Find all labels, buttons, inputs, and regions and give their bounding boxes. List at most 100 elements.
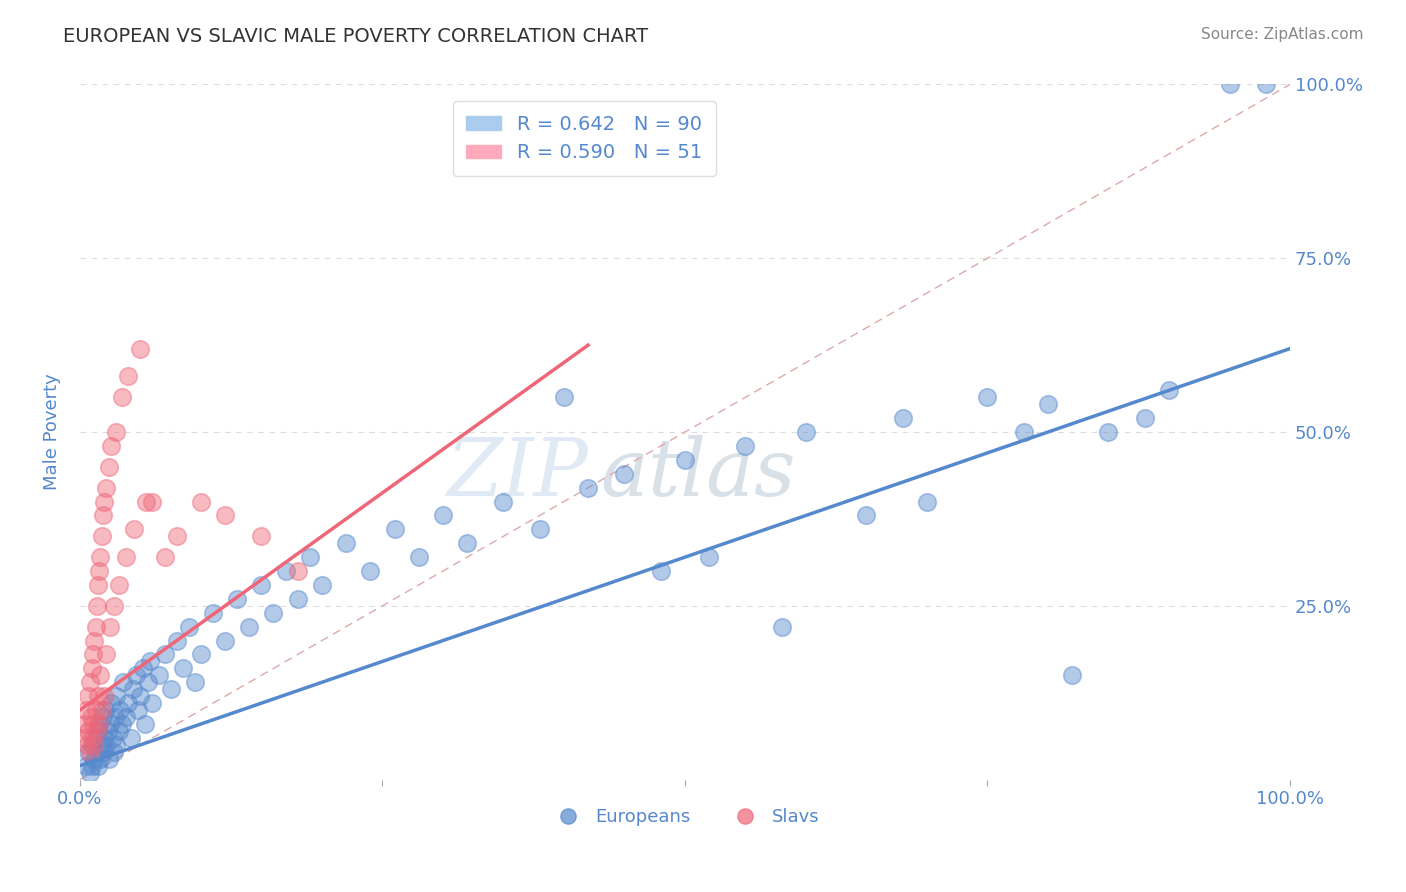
Point bbox=[80, 731, 103, 745]
Point bbox=[93, 745, 115, 759]
Point bbox=[75, 703, 97, 717]
Point bbox=[86, 745, 108, 759]
Point bbox=[139, 655, 162, 669]
Point bbox=[87, 689, 110, 703]
Point bbox=[104, 710, 127, 724]
Point bbox=[84, 620, 107, 634]
Point bbox=[82, 717, 104, 731]
Point bbox=[529, 522, 551, 536]
Point bbox=[89, 717, 111, 731]
Point bbox=[108, 703, 131, 717]
Legend: Europeans, Slavs: Europeans, Slavs bbox=[543, 801, 827, 833]
Point bbox=[83, 738, 105, 752]
Point bbox=[90, 529, 112, 543]
Point bbox=[456, 536, 478, 550]
Text: atlas: atlas bbox=[600, 435, 796, 513]
Point bbox=[697, 550, 720, 565]
Point bbox=[73, 717, 96, 731]
Point bbox=[214, 508, 236, 523]
Point bbox=[80, 710, 103, 724]
Point bbox=[673, 453, 696, 467]
Point bbox=[117, 369, 139, 384]
Point bbox=[97, 723, 120, 738]
Point bbox=[359, 564, 381, 578]
Point bbox=[96, 648, 118, 662]
Point bbox=[794, 425, 817, 439]
Point bbox=[83, 633, 105, 648]
Point bbox=[1062, 668, 1084, 682]
Point bbox=[915, 494, 938, 508]
Point bbox=[134, 717, 156, 731]
Point bbox=[148, 668, 170, 682]
Point bbox=[287, 564, 309, 578]
Point bbox=[86, 723, 108, 738]
Point bbox=[72, 731, 94, 745]
Point bbox=[734, 439, 756, 453]
Point bbox=[105, 425, 128, 439]
Point bbox=[80, 758, 103, 772]
Point bbox=[976, 390, 998, 404]
Point bbox=[97, 459, 120, 474]
Point bbox=[492, 494, 515, 508]
Point bbox=[89, 717, 111, 731]
Point bbox=[87, 723, 110, 738]
Point bbox=[83, 752, 105, 766]
Point bbox=[82, 648, 104, 662]
Point bbox=[891, 411, 914, 425]
Point bbox=[93, 731, 115, 745]
Point bbox=[107, 723, 129, 738]
Point bbox=[141, 494, 163, 508]
Point bbox=[80, 738, 103, 752]
Point bbox=[238, 620, 260, 634]
Point bbox=[650, 564, 672, 578]
Point bbox=[105, 738, 128, 752]
Point bbox=[89, 752, 111, 766]
Point bbox=[75, 758, 97, 772]
Point bbox=[98, 717, 121, 731]
Point bbox=[129, 689, 152, 703]
Point bbox=[94, 703, 117, 717]
Point bbox=[111, 390, 134, 404]
Point bbox=[190, 648, 212, 662]
Point bbox=[86, 599, 108, 613]
Point bbox=[87, 758, 110, 772]
Point bbox=[298, 550, 321, 565]
Point bbox=[129, 342, 152, 356]
Point bbox=[153, 648, 176, 662]
Point bbox=[553, 390, 575, 404]
Point bbox=[1036, 397, 1059, 411]
Point bbox=[166, 633, 188, 648]
Point bbox=[120, 731, 142, 745]
Point bbox=[97, 752, 120, 766]
Point bbox=[855, 508, 877, 523]
Point bbox=[432, 508, 454, 523]
Point bbox=[190, 494, 212, 508]
Point bbox=[177, 620, 200, 634]
Y-axis label: Male Poverty: Male Poverty bbox=[44, 374, 60, 491]
Point bbox=[112, 675, 135, 690]
Point bbox=[408, 550, 430, 565]
Point bbox=[1012, 425, 1035, 439]
Point bbox=[1218, 78, 1240, 92]
Point bbox=[115, 550, 138, 565]
Point bbox=[263, 606, 285, 620]
Point bbox=[89, 550, 111, 565]
Point bbox=[136, 675, 159, 690]
Point bbox=[98, 620, 121, 634]
Point bbox=[84, 731, 107, 745]
Point bbox=[132, 661, 155, 675]
Point bbox=[141, 696, 163, 710]
Point bbox=[89, 668, 111, 682]
Point bbox=[91, 508, 114, 523]
Point bbox=[153, 550, 176, 565]
Point bbox=[90, 738, 112, 752]
Point bbox=[76, 738, 98, 752]
Point bbox=[1254, 78, 1277, 92]
Point bbox=[96, 738, 118, 752]
Point bbox=[384, 522, 406, 536]
Point bbox=[274, 564, 297, 578]
Point bbox=[576, 481, 599, 495]
Point bbox=[96, 481, 118, 495]
Point bbox=[89, 564, 111, 578]
Point bbox=[101, 731, 124, 745]
